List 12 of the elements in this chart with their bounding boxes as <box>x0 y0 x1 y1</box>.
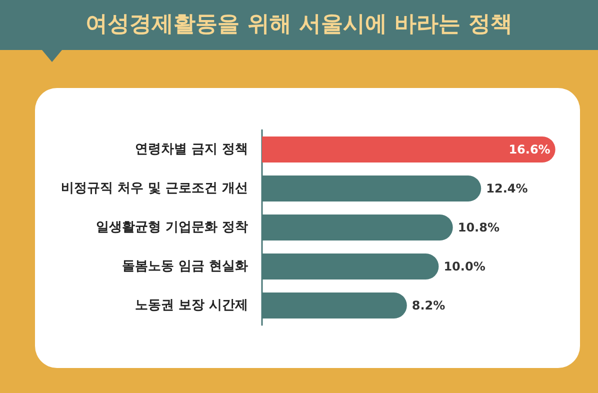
bar <box>262 136 556 162</box>
data-label: 10.0% <box>444 260 486 274</box>
data-label: 16.6% <box>508 142 550 156</box>
chart-title: 여성경제활동을 위해 서울시에 바라는 정책 <box>0 0 598 50</box>
y-tick-label: 비정규직 처우 및 근로조건 개선 <box>60 181 248 196</box>
y-tick-label: 노동권 보장 시간제 <box>134 298 248 313</box>
y-tick-label: 연령차별 금지 정책 <box>134 142 248 157</box>
data-label: 8.2% <box>412 298 446 312</box>
data-label: 10.8% <box>458 220 500 234</box>
y-tick-label: 일생활균형 기업문화 정착 <box>96 220 248 235</box>
data-label: 12.4% <box>486 182 528 196</box>
y-tick-label: 돌봄노동 임금 현실화 <box>122 259 248 274</box>
